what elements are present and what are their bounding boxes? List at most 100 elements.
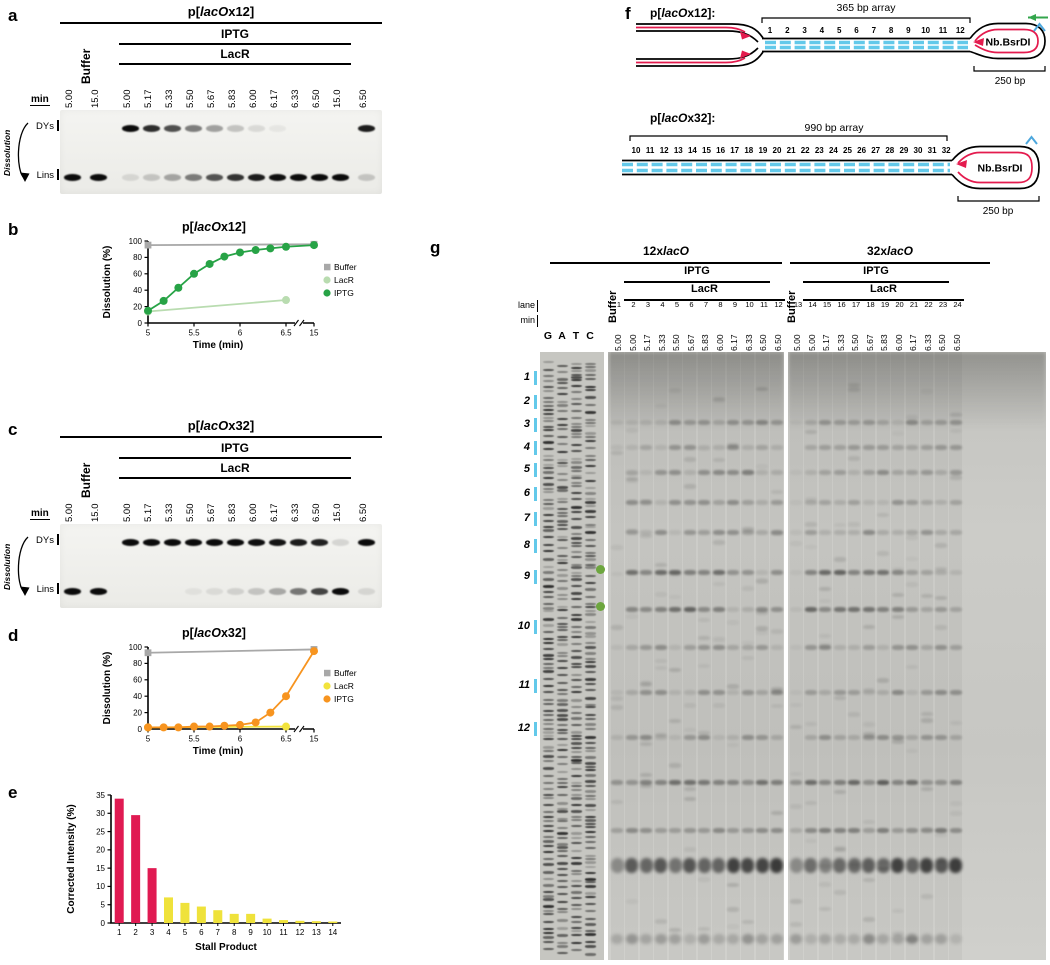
ladder-band <box>584 531 596 534</box>
array-bracket-12 <box>761 17 971 23</box>
lane-number: 8 <box>718 300 723 309</box>
ladder-band <box>556 598 568 601</box>
lane-streak <box>804 352 817 960</box>
gel-band <box>669 470 681 475</box>
gel-band <box>862 732 875 737</box>
gel-band <box>756 645 768 650</box>
gel-band <box>698 635 710 641</box>
gel-band <box>862 917 875 922</box>
ladder-band <box>556 608 568 611</box>
ladder-band <box>556 401 568 404</box>
ladder-band <box>570 597 582 601</box>
svg-text:80: 80 <box>133 253 142 262</box>
lacO-repeat-number: 16 <box>716 146 725 155</box>
gel-band <box>683 500 696 505</box>
gel32-iptg-label: IPTG <box>863 265 889 277</box>
gel-band <box>833 470 846 475</box>
gel-band <box>121 174 139 181</box>
ladder-band <box>556 714 568 717</box>
svg-text:6.5: 6.5 <box>280 735 292 744</box>
ladder-band <box>584 762 596 765</box>
lane-time-label: 5.17 <box>821 334 831 351</box>
ladder-band <box>570 665 582 668</box>
gel-band <box>727 530 739 535</box>
gel-band <box>698 530 710 535</box>
ladder-band <box>542 815 554 819</box>
gel-band <box>205 125 223 132</box>
ladder-band <box>556 381 568 385</box>
gel-band <box>819 735 831 740</box>
gel-band <box>949 412 962 418</box>
ladder-band <box>584 768 596 771</box>
lane-time-label: 6.17 <box>729 334 739 351</box>
ladder-band <box>570 432 582 436</box>
ladder-band <box>584 646 596 649</box>
ladder-band <box>584 501 596 504</box>
ladder-band <box>556 762 568 765</box>
gel-band <box>247 125 265 132</box>
lacO-repeat-number: 29 <box>899 146 908 155</box>
gel-band <box>848 456 860 461</box>
repeat-marker-tick <box>534 539 537 553</box>
gel-band <box>756 610 768 615</box>
gel-band <box>804 838 817 844</box>
ladder-band <box>584 836 596 839</box>
ladder-band <box>584 558 596 561</box>
gel-band <box>640 735 652 740</box>
gel-band <box>920 735 933 740</box>
ladder-band <box>542 719 554 722</box>
repeat-marker-number: 9 <box>523 570 530 582</box>
gel-band <box>848 445 860 450</box>
gel-band <box>906 582 918 587</box>
gel-band <box>920 500 933 505</box>
lane-time-label: 5.83 <box>227 503 238 523</box>
ladder-band <box>570 650 582 653</box>
gel-band <box>640 690 652 695</box>
ladder-band <box>542 578 554 581</box>
ladder-band <box>542 374 554 377</box>
ladder-band <box>584 362 596 365</box>
gel-band <box>848 470 860 475</box>
ladder-band <box>556 862 568 865</box>
ladder-band <box>584 881 596 884</box>
gel-band <box>819 420 831 425</box>
gel-band <box>89 174 107 181</box>
repeat-marker-number: 5 <box>523 463 530 475</box>
gel-band <box>184 588 202 595</box>
ladder-band <box>556 692 568 696</box>
ladder-band <box>542 476 554 479</box>
ladder-band <box>570 416 582 419</box>
lins-tick <box>57 583 59 594</box>
gel12-image <box>608 352 784 960</box>
gel-band <box>226 125 244 132</box>
gel-c-dys-label: DYs <box>36 535 54 546</box>
ladder-band <box>542 912 554 915</box>
gel-band <box>935 500 947 505</box>
gel-band <box>756 386 768 391</box>
lane-time-label: 5.17 <box>143 89 154 109</box>
svg-text:80: 80 <box>133 659 142 668</box>
iptg-rule <box>119 457 351 459</box>
gel-band <box>683 847 696 852</box>
legend-label: Buffer <box>334 668 357 678</box>
array-size-label-32: 990 bp array <box>805 122 865 134</box>
gel-blob <box>920 934 933 944</box>
green-dot-marker-1 <box>596 565 605 574</box>
gel-band <box>683 735 696 740</box>
gel-band <box>770 828 783 833</box>
lacO-repeat-number: 8 <box>889 26 894 35</box>
gel-band <box>877 860 889 865</box>
ladder-band <box>542 890 554 893</box>
gel-band <box>163 125 181 132</box>
ladder-band <box>542 454 554 458</box>
gel-band <box>698 420 710 425</box>
gel-blob <box>640 934 652 944</box>
ladder-band <box>542 941 554 944</box>
gel-band <box>727 907 739 912</box>
ladder-band <box>556 507 568 511</box>
svg-text:0: 0 <box>101 919 106 928</box>
ladder-band <box>542 731 554 734</box>
ladder-band <box>570 510 582 514</box>
gel-band <box>683 470 696 475</box>
lane-time-label: 6.00 <box>248 503 259 523</box>
